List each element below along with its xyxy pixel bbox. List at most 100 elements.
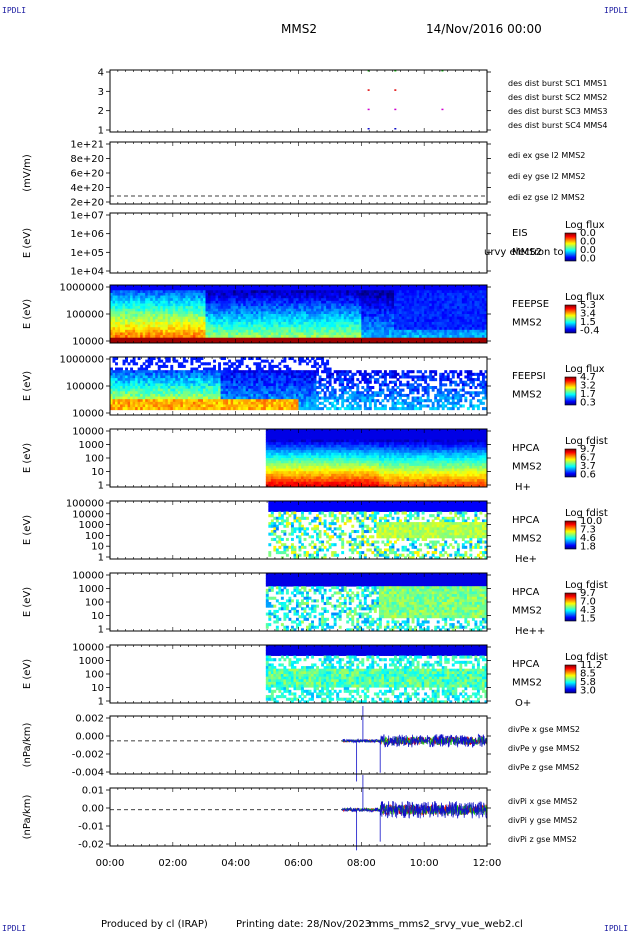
heatmap-cell: [434, 340, 438, 344]
heatmap-cell: [295, 393, 299, 397]
heatmap-cell: [238, 337, 242, 341]
heatmap-cell: [197, 287, 201, 291]
heatmap-cell: [135, 380, 139, 384]
heatmap-cell: [295, 388, 299, 392]
heatmap-cell: [426, 308, 430, 312]
heatmap-cell: [150, 306, 154, 310]
heatmap-cell: [358, 332, 362, 336]
heatmap-cell: [190, 311, 194, 315]
heatmap-cell: [301, 375, 304, 379]
heatmap-cell: [306, 372, 309, 376]
heatmap-cell: [208, 370, 211, 374]
heatmap-cell: [258, 287, 262, 291]
heatmap-cell: [182, 370, 186, 374]
heatmap-cell: [469, 324, 473, 328]
heatmap-cell: [303, 287, 307, 291]
heatmap-cell: [150, 308, 154, 312]
heatmap-cell: [283, 319, 287, 323]
heatmap-cell: [140, 319, 144, 323]
heatmap-cell: [248, 380, 252, 384]
heatmap-cell: [303, 290, 307, 294]
heatmap-cell: [255, 319, 259, 323]
heatmap-cell: [456, 316, 460, 320]
heatmap-cell: [137, 303, 141, 307]
heatmap-cell: [303, 375, 307, 379]
heatmap-cell: [318, 407, 322, 411]
heatmap-cell: [112, 329, 116, 333]
heatmap-cell: [331, 388, 335, 392]
heatmap-cell: [120, 401, 123, 405]
heatmap-cell: [180, 370, 184, 374]
heatmap-cell: [140, 287, 144, 291]
heatmap-cell: [157, 375, 161, 379]
heatmap-cell: [160, 372, 164, 376]
heatmap-cell: [218, 285, 221, 289]
heatmap-cell: [351, 372, 355, 376]
heatmap-cell: [218, 388, 221, 392]
heatmap-cell: [195, 306, 199, 310]
heatmap-cell: [150, 386, 154, 390]
heatmap-cell: [223, 285, 227, 289]
heatmap-cell: [295, 372, 299, 376]
heatmap-cell: [283, 337, 287, 341]
heatmap-cell: [240, 391, 244, 395]
heatmap-cell: [454, 335, 458, 339]
heatmap-cell: [283, 306, 287, 310]
heatmap-cell: [172, 316, 176, 320]
heatmap-cell: [459, 287, 463, 291]
heatmap-cell: [456, 329, 460, 333]
heatmap-cell: [187, 396, 191, 400]
heatmap-cell: [336, 287, 340, 291]
heatmap-cell: [396, 311, 400, 315]
heatmap-cell: [338, 303, 342, 307]
heatmap-cell: [127, 324, 131, 328]
heatmap-cell: [152, 404, 156, 408]
heatmap-cell: [142, 303, 146, 307]
heatmap-cell: [245, 295, 249, 299]
heatmap-cell: [414, 324, 418, 328]
heatmap-cell: [233, 295, 237, 299]
heatmap-cell: [233, 393, 237, 397]
heatmap-cell: [253, 391, 257, 395]
heatmap-cell: [474, 340, 478, 344]
heatmap-cell: [298, 370, 302, 374]
heatmap-cell: [434, 327, 438, 331]
heatmap-cell: [185, 380, 189, 384]
heatmap-cell: [192, 357, 196, 361]
heatmap-cell: [341, 332, 345, 336]
heatmap-cell: [127, 401, 131, 405]
heatmap-cell: [265, 383, 269, 387]
heatmap-cell: [112, 337, 116, 341]
heatmap-cell: [117, 370, 121, 374]
heatmap-cell: [127, 391, 131, 395]
heatmap-cell: [275, 386, 279, 390]
heatmap-cell: [172, 329, 176, 333]
heatmap-cell: [180, 378, 184, 382]
heatmap-cell: [356, 306, 360, 310]
heatmap-cell: [356, 321, 360, 325]
heatmap-cell: [132, 383, 136, 387]
heatmap-cell: [210, 396, 214, 400]
heatmap-cell: [157, 319, 161, 323]
heatmap-cell: [449, 327, 453, 331]
heatmap-cell: [223, 362, 227, 366]
heatmap-cell: [250, 316, 254, 320]
heatmap-cell: [263, 285, 267, 289]
heatmap-cell: [225, 329, 229, 333]
heatmap-cell: [306, 327, 309, 331]
heatmap-cell: [182, 375, 186, 379]
heatmap-cell: [245, 306, 249, 310]
heatmap-cell: [182, 321, 186, 325]
heatmap-cell: [197, 292, 201, 296]
heatmap-cell: [338, 370, 342, 374]
heatmap-cell: [150, 399, 154, 403]
heatmap-cell: [243, 329, 247, 333]
heatmap-cell: [258, 324, 262, 328]
heatmap-cell: [218, 396, 221, 400]
heatmap-cell: [313, 391, 317, 395]
heatmap-cell: [172, 306, 176, 310]
heatmap-cell: [316, 393, 320, 397]
heatmap-cell: [248, 367, 252, 371]
heatmap-cell: [253, 396, 257, 400]
heatmap-cell: [210, 316, 214, 320]
